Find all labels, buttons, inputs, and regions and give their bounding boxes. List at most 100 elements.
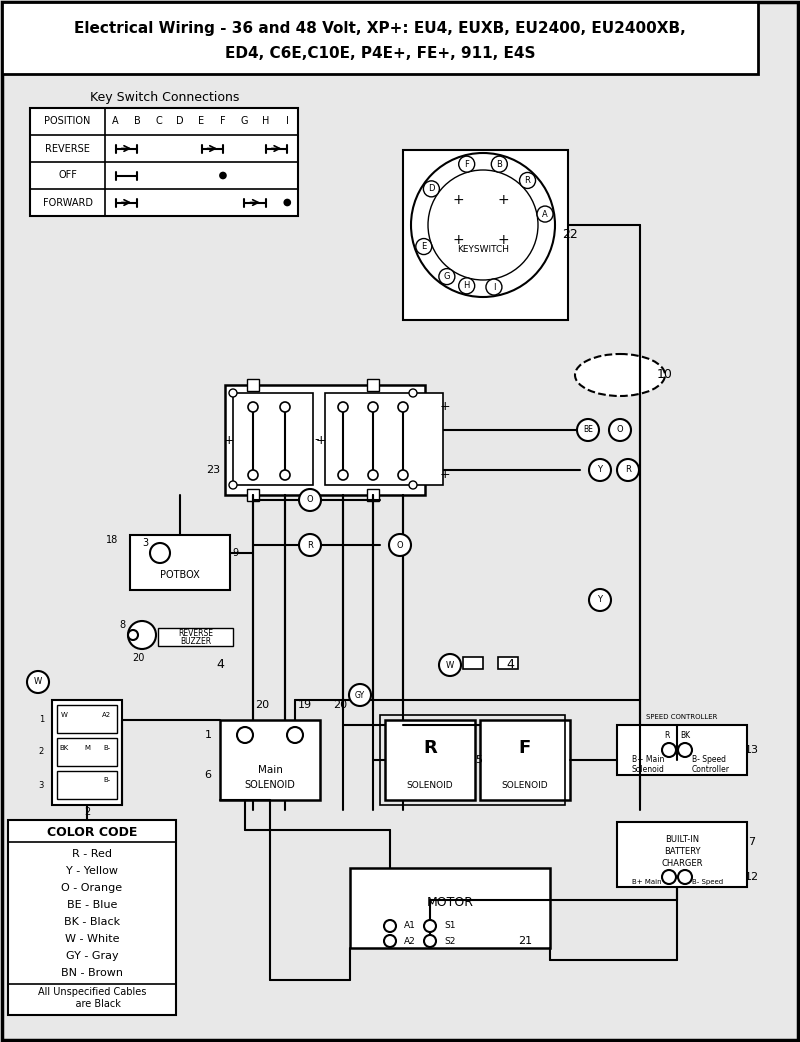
Circle shape <box>338 402 348 412</box>
Text: W: W <box>446 661 454 670</box>
Circle shape <box>284 199 290 205</box>
Text: 22: 22 <box>562 228 578 242</box>
Bar <box>2 2 758 74</box>
Text: O: O <box>397 541 403 549</box>
Text: KEYSWITCH: KEYSWITCH <box>457 246 509 254</box>
Circle shape <box>349 684 371 706</box>
Circle shape <box>398 402 408 412</box>
Text: 1: 1 <box>205 730 211 740</box>
Text: 23: 23 <box>206 465 220 475</box>
Text: 8: 8 <box>119 620 125 630</box>
Text: H: H <box>463 281 470 291</box>
Text: Y: Y <box>598 595 602 604</box>
Circle shape <box>519 173 535 189</box>
Text: 20: 20 <box>333 700 347 710</box>
Bar <box>30 108 298 216</box>
Circle shape <box>229 389 237 397</box>
Text: 20: 20 <box>255 700 269 710</box>
Text: D: D <box>428 184 434 194</box>
Circle shape <box>248 470 258 480</box>
Text: COLOR CODE: COLOR CODE <box>47 826 137 840</box>
Text: 1: 1 <box>38 715 44 723</box>
Text: D: D <box>176 117 184 126</box>
Text: B- Speed: B- Speed <box>692 755 726 765</box>
Bar <box>220 720 320 800</box>
Text: 5: 5 <box>475 755 482 765</box>
Text: I: I <box>493 282 495 292</box>
Text: All Unspecified Cables
    are Black: All Unspecified Cables are Black <box>38 987 146 1009</box>
Bar <box>350 868 550 948</box>
Text: SOLENOID: SOLENOID <box>406 780 454 790</box>
Circle shape <box>128 630 138 640</box>
Text: R: R <box>423 739 437 756</box>
Bar <box>130 535 230 590</box>
Text: O: O <box>306 496 314 504</box>
Circle shape <box>428 170 538 280</box>
Circle shape <box>662 870 676 884</box>
Circle shape <box>220 173 226 178</box>
Bar <box>463 658 483 669</box>
Circle shape <box>287 727 303 743</box>
Bar <box>617 725 747 775</box>
Bar <box>225 384 425 495</box>
Circle shape <box>439 654 461 676</box>
Circle shape <box>458 156 474 172</box>
Bar <box>367 379 379 391</box>
Bar <box>57 705 117 733</box>
Text: BE - Blue: BE - Blue <box>67 900 117 910</box>
Text: B: B <box>496 159 502 169</box>
Text: 7: 7 <box>749 837 755 847</box>
Text: BUILT-IN: BUILT-IN <box>665 836 699 844</box>
Text: R: R <box>625 466 631 474</box>
Text: H: H <box>262 117 270 126</box>
Text: Main: Main <box>258 765 282 775</box>
Text: F: F <box>464 159 469 169</box>
Text: MOTOR: MOTOR <box>426 896 474 910</box>
Text: 20: 20 <box>132 653 144 663</box>
Text: A1: A1 <box>404 921 416 931</box>
Text: 2: 2 <box>38 747 44 756</box>
Bar <box>325 393 443 485</box>
Text: Y: Y <box>598 466 602 474</box>
Text: POTBOX: POTBOX <box>160 570 200 580</box>
Circle shape <box>537 206 553 222</box>
Circle shape <box>609 419 631 441</box>
Circle shape <box>662 743 676 756</box>
Bar <box>480 720 570 800</box>
Text: R: R <box>525 176 530 184</box>
Bar <box>52 700 122 805</box>
Circle shape <box>280 470 290 480</box>
Text: Key Switch Connections: Key Switch Connections <box>90 91 240 103</box>
Text: REVERSE: REVERSE <box>45 144 90 153</box>
Text: G: G <box>241 117 248 126</box>
Ellipse shape <box>575 354 665 396</box>
Text: B+ Main: B+ Main <box>632 879 662 885</box>
Circle shape <box>678 743 692 756</box>
Circle shape <box>299 489 321 511</box>
Circle shape <box>27 671 49 693</box>
Text: Electrical Wiring - 36 and 48 Volt, XP+: EU4, EUXB, EU2400, EU2400XB,: Electrical Wiring - 36 and 48 Volt, XP+:… <box>74 21 686 35</box>
Bar <box>158 628 233 646</box>
Circle shape <box>416 239 432 254</box>
Bar <box>57 738 117 766</box>
Text: B: B <box>134 117 141 126</box>
Text: +: + <box>224 433 234 447</box>
Circle shape <box>409 481 417 489</box>
Bar <box>247 489 259 501</box>
Text: W: W <box>34 677 42 687</box>
Text: A: A <box>113 117 119 126</box>
Text: O - Orange: O - Orange <box>62 883 122 893</box>
Text: B-: B- <box>103 745 110 751</box>
Text: 4: 4 <box>506 659 514 671</box>
Text: 6: 6 <box>205 770 211 780</box>
Circle shape <box>368 402 378 412</box>
Text: F: F <box>220 117 226 126</box>
Text: BN - Brown: BN - Brown <box>61 968 123 978</box>
Text: OFF: OFF <box>58 171 77 180</box>
Text: CHARGER: CHARGER <box>662 860 702 868</box>
Circle shape <box>237 727 253 743</box>
Text: 12: 12 <box>745 872 759 882</box>
Text: SPEED CONTROLLER: SPEED CONTROLLER <box>646 714 718 720</box>
Circle shape <box>384 935 396 947</box>
Text: ED4, C6E,C10E, P4E+, FE+, 911, E4S: ED4, C6E,C10E, P4E+, FE+, 911, E4S <box>225 47 535 61</box>
